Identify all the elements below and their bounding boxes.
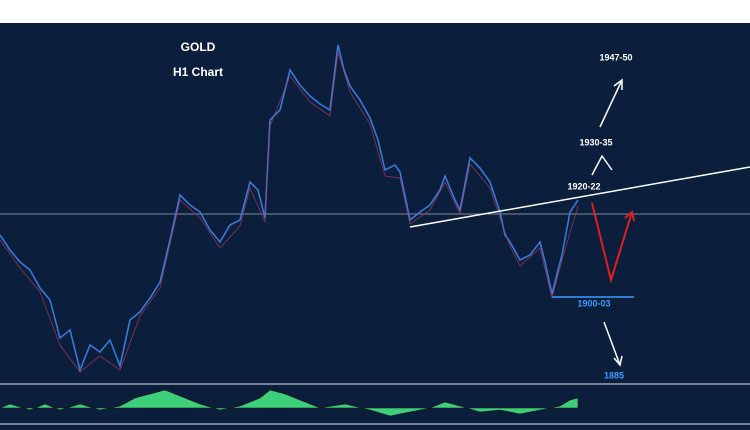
arrows: [591, 78, 623, 367]
chart-title: GOLD: [181, 40, 216, 54]
arrow-head: [613, 78, 623, 90]
chart-background: [0, 23, 750, 430]
arrow-down: [603, 321, 621, 366]
chart-subtitle: H1 Chart: [173, 65, 223, 79]
level-label: 1947-50: [599, 52, 632, 62]
oscillator: [0, 389, 579, 417]
price-path: [0, 44, 579, 373]
scenario-path: [591, 202, 635, 284]
level-label: 1930-35: [579, 137, 612, 147]
arrow-up: [599, 79, 623, 128]
arrow-head: [613, 355, 623, 367]
trend-line: [409, 166, 750, 228]
level-label: 1920-22: [567, 181, 600, 191]
level-label: 1900-03: [577, 298, 610, 308]
red-arrow-head: [624, 210, 635, 222]
arrow-turn: [591, 154, 613, 176]
level-label: 1885: [604, 370, 624, 380]
top-bar: [0, 0, 750, 23]
red-v: [591, 202, 633, 284]
price-path-shadow: [0, 51, 579, 373]
